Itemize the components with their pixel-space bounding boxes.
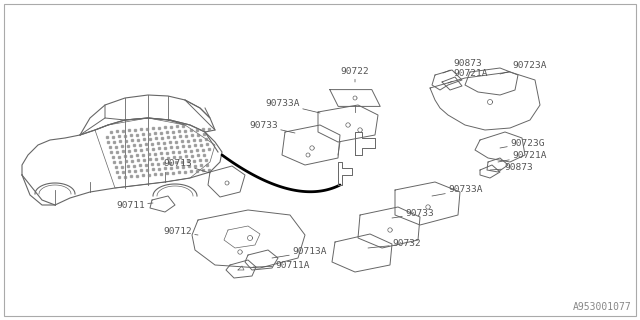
Text: 90733A: 90733A <box>266 100 320 113</box>
Text: 90721A: 90721A <box>498 151 547 162</box>
Text: 90722: 90722 <box>340 68 369 82</box>
Text: 90713A: 90713A <box>272 247 326 258</box>
Text: 90723A: 90723A <box>500 61 547 74</box>
Text: 90873: 90873 <box>490 164 532 172</box>
Text: 90723G: 90723G <box>500 139 545 148</box>
Text: 90733: 90733 <box>249 122 295 133</box>
Text: A953001077: A953001077 <box>573 302 632 312</box>
Text: 90733A: 90733A <box>432 186 483 196</box>
Text: 90733: 90733 <box>392 210 434 219</box>
Text: 90712: 90712 <box>163 228 198 236</box>
Text: 90713: 90713 <box>163 158 210 173</box>
Text: 90732: 90732 <box>368 239 420 249</box>
Text: 90873: 90873 <box>443 59 482 73</box>
Text: 90711: 90711 <box>116 201 153 210</box>
Text: 90711A: 90711A <box>253 261 310 270</box>
Text: 90721A: 90721A <box>448 69 488 83</box>
